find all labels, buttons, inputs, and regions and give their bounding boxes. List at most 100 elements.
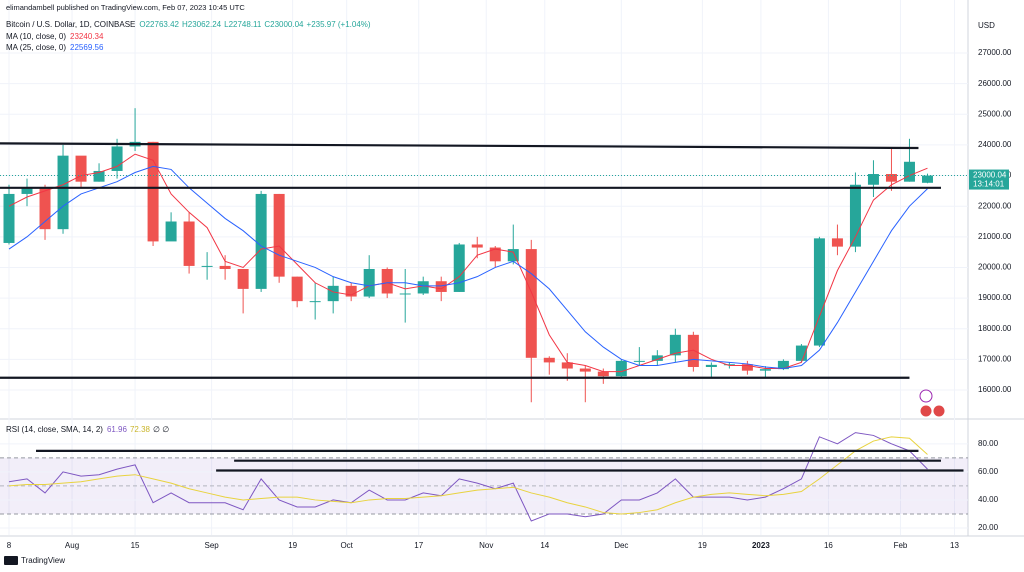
rsi-tick-label: 80.00	[978, 439, 999, 448]
legend-ma: MA (25, close, 0) 22569.56	[6, 43, 104, 52]
candle-body	[399, 293, 411, 295]
currency: USD	[978, 21, 995, 30]
candle-body	[3, 193, 15, 243]
y-tick-label: 26000.00	[978, 79, 1012, 88]
candle-body	[219, 265, 231, 269]
candle-body	[543, 357, 555, 363]
x-tick-label: 15	[131, 541, 140, 550]
rsi-ma-value: 72.38	[130, 425, 151, 434]
candle-body	[39, 187, 51, 230]
legend-rsi: RSI (14, close, SMA, 14, 2) 61.96 72.38 ∅ ∅	[6, 425, 169, 434]
event-icon[interactable]	[919, 389, 933, 403]
ma-value: 22569.56	[70, 43, 104, 52]
y-tick-label: 16000.00	[978, 385, 1012, 394]
candle-body	[417, 281, 429, 294]
candle-body	[291, 276, 303, 302]
candle-body	[561, 362, 573, 369]
candle-body	[525, 249, 537, 358]
price-tag-label: 23000.04	[973, 171, 1007, 180]
x-tick-label: 8	[7, 541, 12, 550]
trend-line	[0, 142, 919, 150]
candle-body	[867, 174, 879, 185]
candle-body	[903, 161, 915, 182]
candle-body	[777, 360, 789, 370]
candle-body	[327, 285, 339, 302]
ohlc: O22763.42	[139, 20, 179, 29]
candle-body	[669, 334, 681, 356]
symbol: Bitcoin / U.S. Dollar, 1D, COINBASE	[6, 20, 135, 29]
candle-body	[435, 281, 447, 292]
x-tick-label: 17	[414, 541, 423, 550]
candle-body	[147, 141, 159, 242]
x-tick-label: 13	[950, 541, 959, 550]
y-tick-label: 24000.00	[978, 140, 1012, 149]
legend-ma: MA (10, close, 0) 23240.34	[6, 32, 104, 41]
countdown: 13:14:01	[973, 180, 1005, 189]
rsi-name: RSI (14, close, SMA, 14, 2)	[6, 425, 103, 434]
footer: TradingView	[21, 556, 65, 565]
ma-line	[8, 165, 928, 370]
price-tag	[969, 169, 1009, 190]
x-tick-label: Nov	[479, 541, 493, 550]
candle-body	[201, 265, 213, 267]
ma-name: MA (10, close, 0)	[6, 32, 66, 41]
ohlc: L22748.11	[224, 20, 262, 29]
candle-body	[885, 174, 897, 182]
y-tick-label: 21000.00	[978, 232, 1012, 241]
candle-body	[237, 268, 249, 289]
candle-body	[759, 369, 771, 371]
candle-body	[75, 155, 87, 182]
logo	[4, 556, 18, 565]
y-tick-label: 27000.00	[978, 48, 1012, 57]
candle-body	[795, 345, 807, 361]
rsi-tick-label: 60.00	[978, 467, 999, 476]
plot	[0, 108, 968, 522]
flag-icon[interactable]	[920, 405, 932, 417]
candle-body	[597, 371, 609, 377]
candle-body	[57, 155, 69, 230]
candle-body	[813, 238, 825, 346]
x-tick-label: Aug	[65, 541, 79, 550]
candle-body	[633, 360, 645, 362]
x-tick-label: Sep	[204, 541, 219, 550]
candle-body	[579, 368, 591, 372]
x-tick-label: 14	[540, 541, 549, 550]
candle-body	[615, 360, 627, 377]
y-tick-label: 17000.00	[978, 354, 1012, 363]
candle-body	[831, 238, 843, 247]
flag-icon[interactable]	[933, 405, 945, 417]
candle-body	[507, 249, 519, 262]
y-tick-label: 22000.00	[978, 201, 1012, 210]
x-tick-label: 19	[698, 541, 707, 550]
legend-main: Bitcoin / U.S. Dollar, 1D, COINBASE O2276…	[6, 20, 371, 29]
rsi-line	[8, 436, 928, 515]
ohlc: C23000.04	[264, 20, 304, 29]
candle-body	[93, 170, 105, 182]
candle-body	[921, 175, 933, 183]
candle-body	[309, 301, 321, 303]
y-tick-label: 25000.00	[978, 109, 1012, 118]
x-tick-label: Feb	[894, 541, 908, 550]
candle-body	[165, 221, 177, 242]
rsi-na: ∅ ∅	[153, 425, 169, 434]
candle-body	[489, 247, 501, 262]
candle-body	[111, 146, 123, 171]
ohlc: H23062.24	[182, 20, 222, 29]
rsi-tick-label: 20.00	[978, 523, 999, 532]
rsi-tick-label: 40.00	[978, 495, 999, 504]
y-tick-label: 18000.00	[978, 324, 1012, 333]
candle-body	[255, 193, 267, 289]
y-tick-label: 19000.00	[978, 293, 1012, 302]
x-tick-label: Oct	[340, 541, 353, 550]
publish-note: elimandambell published on TradingView.c…	[6, 3, 245, 12]
x-tick-label: 19	[288, 541, 297, 550]
x-tick-label: Dec	[614, 541, 628, 550]
candle-body	[651, 355, 663, 361]
x-tick-label: 2023	[752, 541, 770, 550]
x-tick-label: 16	[824, 541, 833, 550]
y-tick-label: 20000.00	[978, 263, 1012, 272]
candle-body	[705, 364, 717, 367]
candle-body	[849, 184, 861, 247]
